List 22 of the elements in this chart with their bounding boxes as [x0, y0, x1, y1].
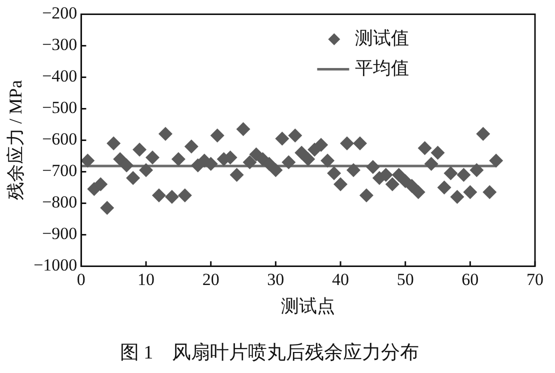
x-tick-label: 0 — [76, 270, 86, 289]
y-tick-label: −400 — [42, 66, 78, 86]
y-tick-label: −1000 — [34, 256, 78, 275]
x-tick-label: 70 — [526, 270, 544, 289]
y-tick-label: −200 — [42, 4, 78, 23]
legend-label: 平均值 — [355, 58, 410, 78]
y-tick-label: −700 — [42, 161, 78, 180]
y-tick-label: −600 — [42, 130, 78, 149]
x-tick-label: 20 — [202, 270, 220, 289]
x-tick-label: 10 — [138, 270, 155, 289]
x-tick-label: 30 — [267, 270, 284, 289]
x-axis-title: 测试点 — [281, 296, 336, 316]
legend-label: 测试值 — [355, 28, 410, 48]
y-tick-label: −800 — [42, 192, 78, 212]
y-axis-title: 残余应力 / MPa — [6, 80, 26, 200]
y-tick-label: −500 — [42, 98, 78, 118]
y-tick-label: −900 — [42, 224, 78, 244]
text: 图 1 风扇叶片喷丸后残余应力分布 — [120, 342, 420, 364]
x-tick-label: 60 — [462, 270, 479, 289]
y-tick-label: −300 — [42, 35, 78, 54]
x-tick-label: 40 — [332, 270, 350, 289]
x-tick-label: 50 — [396, 270, 414, 289]
